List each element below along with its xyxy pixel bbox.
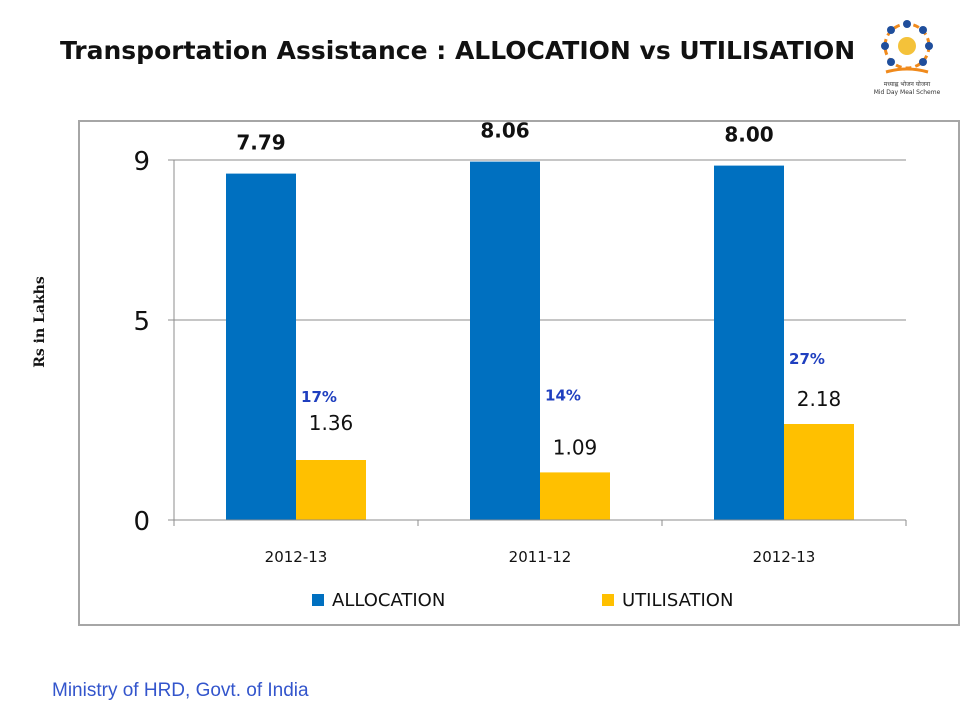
slide-title: Transportation Assistance : ALLOCATION v…	[60, 36, 856, 65]
logo-text-hindi: मध्याह्न भोजन योजना	[884, 80, 931, 88]
utilisation-percent-label: 17%	[301, 388, 337, 406]
legend-label: ALLOCATION	[332, 590, 445, 611]
allocation-bar	[226, 173, 296, 520]
mid-day-meal-logo: मध्याह्न भोजन योजना Mid Day Meal Scheme	[874, 20, 941, 96]
x-tick-label: 2011-12	[509, 548, 572, 566]
utilisation-percent-label: 14%	[545, 386, 581, 404]
utilisation-value-label: 2.18	[797, 387, 842, 411]
legend-label: UTILISATION	[622, 590, 733, 611]
allocation-bar	[714, 165, 784, 520]
legend-swatch	[602, 594, 614, 606]
y-tick-label: 9	[133, 147, 150, 177]
allocation-bar	[470, 161, 540, 520]
legend-swatch	[312, 594, 324, 606]
y-tick-label: 0	[133, 507, 150, 537]
logo-ring-icon	[881, 20, 933, 74]
utilisation-value-label: 1.09	[553, 435, 598, 459]
utilisation-bar	[540, 472, 610, 520]
y-axis-label: Rs in Lakhs	[32, 276, 48, 368]
allocation-value-label: 7.79	[236, 131, 285, 155]
footer-text: Ministry of HRD, Govt. of India	[52, 680, 309, 701]
chart-frame: 0 5 9 7.79 1.36 17% 2012-13 8.06 1.09 14% 2011-12 8…	[78, 119, 960, 626]
bar-chart: 0 5 9 7.79 1.36 17% 2012-13 8.06 1.09 14% 2011-12 8…	[133, 119, 907, 611]
utilisation-value-label: 1.36	[309, 411, 354, 435]
x-tick-label: 2012-13	[265, 548, 328, 566]
utilisation-bar	[784, 424, 854, 520]
logo-text-english: Mid Day Meal Scheme	[874, 89, 941, 96]
utilisation-bar	[296, 460, 366, 520]
y-tick-label: 5	[133, 307, 150, 337]
x-tick-label: 2012-13	[753, 548, 816, 566]
allocation-value-label: 8.00	[724, 123, 773, 147]
allocation-value-label: 8.06	[480, 122, 529, 143]
utilisation-percent-label: 27%	[789, 350, 825, 368]
